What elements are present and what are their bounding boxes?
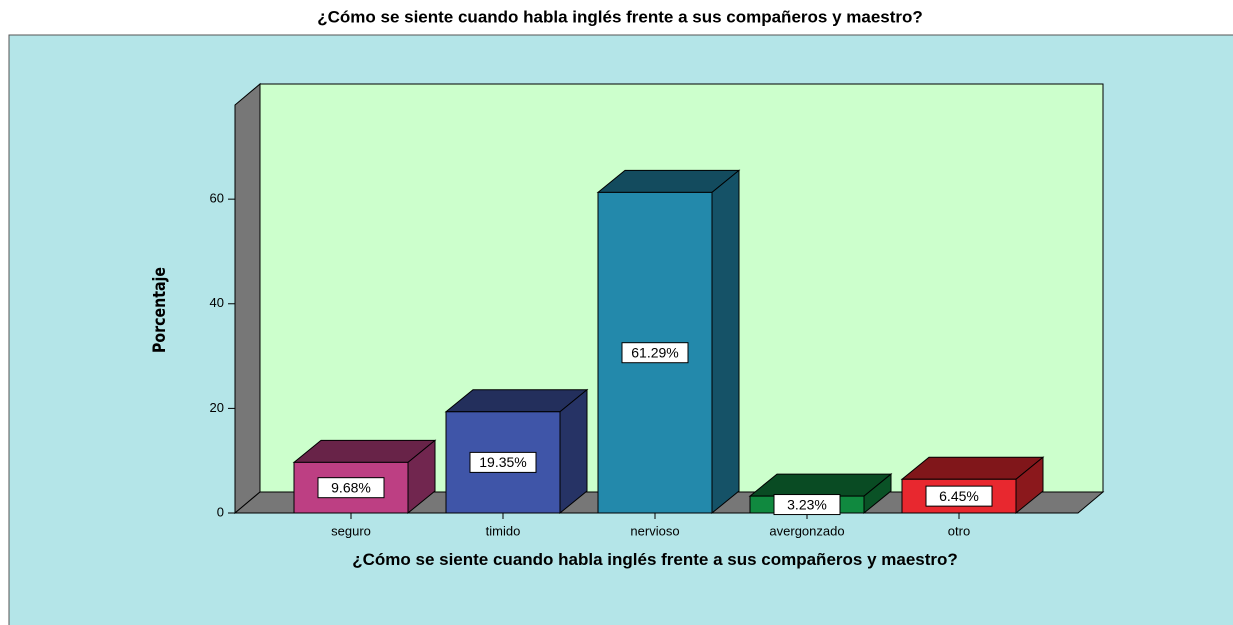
x-tick-label: avergonzado (769, 523, 844, 538)
y-tick-label: 20 (210, 400, 224, 415)
bar-side (711, 169, 740, 515)
y-tick-label: 40 (210, 295, 224, 310)
bar-side (559, 388, 588, 515)
value-label-box (925, 485, 993, 507)
value-label-box (469, 451, 537, 473)
y-tick-label: 0 (217, 504, 224, 519)
x-tick-label: nervioso (630, 523, 679, 538)
value-label: 19.35% (479, 454, 526, 470)
value-label: 3.23% (787, 496, 827, 512)
value-label: 6.45% (939, 488, 979, 504)
value-label-box (317, 477, 385, 499)
value-label: 9.68% (331, 479, 371, 495)
x-tick-label: otro (948, 523, 970, 538)
chart-title: ¿Cómo se siente cuando habla inglés fren… (317, 7, 923, 26)
value-label-box (773, 494, 841, 516)
value-label-box (621, 342, 689, 364)
side-wall (234, 82, 261, 515)
x-tick-label: timido (486, 523, 521, 538)
value-label: 61.29% (631, 344, 678, 360)
y-axis-title: Porcentaje (150, 267, 170, 353)
x-tick-label: seguro (331, 523, 371, 538)
x-axis-title: ¿Cómo se siente cuando habla inglés fren… (352, 550, 958, 569)
y-tick-label: 60 (210, 191, 224, 206)
